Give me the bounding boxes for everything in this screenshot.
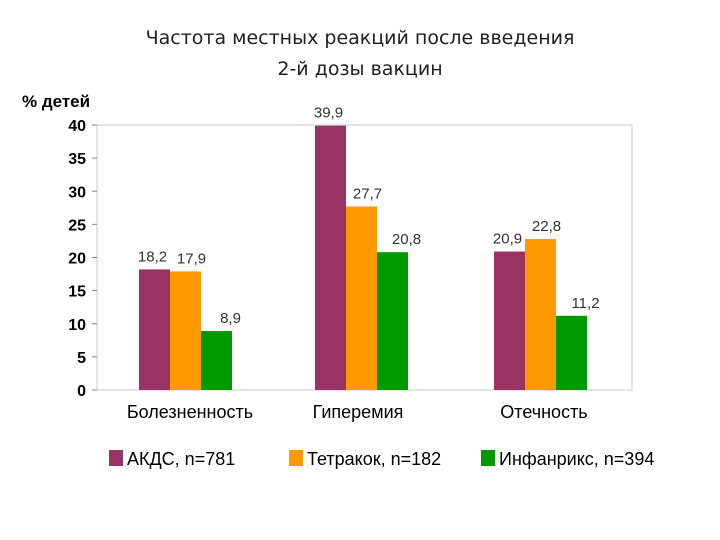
legend-label: Тетракок, n=182 [307,449,441,469]
data-label: 39,9 [314,105,343,122]
y-tick-label: 25 [68,217,86,234]
bar [201,331,232,390]
y-tick-label: 5 [77,350,86,367]
data-label: 11,2 [571,295,599,312]
data-label: 22,8 [532,218,561,235]
legend-swatch [109,450,123,466]
data-label: 20,9 [493,231,522,248]
data-label: 20,8 [392,231,421,248]
category-label: Болезненность [127,402,253,422]
y-tick-label: 35 [68,151,86,168]
bar [556,315,587,390]
y-tick-label: 20 [68,251,86,268]
legend-label: Инфанрикс, n=394 [499,449,654,469]
bar [315,125,346,390]
y-tick-label: 10 [68,317,86,334]
chart-title-line-2: 2-й дозы вакцин [277,58,443,80]
legend-swatch [289,450,303,466]
legend-swatch [481,450,495,466]
category-label: Отечность [500,402,587,422]
bar [170,271,201,390]
data-label: 8,9 [220,310,241,327]
data-label: 17,9 [177,250,206,267]
category-label: Гиперемия [313,402,404,422]
y-tick-label: 30 [68,184,86,201]
y-tick-label: 40 [68,118,86,135]
bar [494,251,525,390]
y-tick-label: 0 [77,383,86,400]
legend-label: АКДС, n=781 [127,449,235,469]
chart-title-line-1: Частота местных реакций после введения [145,27,575,49]
bar [377,252,408,390]
bar [139,269,170,390]
data-label: 27,7 [353,185,382,202]
y-axis-label: % детей [22,92,91,111]
bar [525,238,556,390]
y-tick-label: 15 [68,284,86,301]
bar [346,206,377,390]
data-label: 18,2 [138,248,167,265]
